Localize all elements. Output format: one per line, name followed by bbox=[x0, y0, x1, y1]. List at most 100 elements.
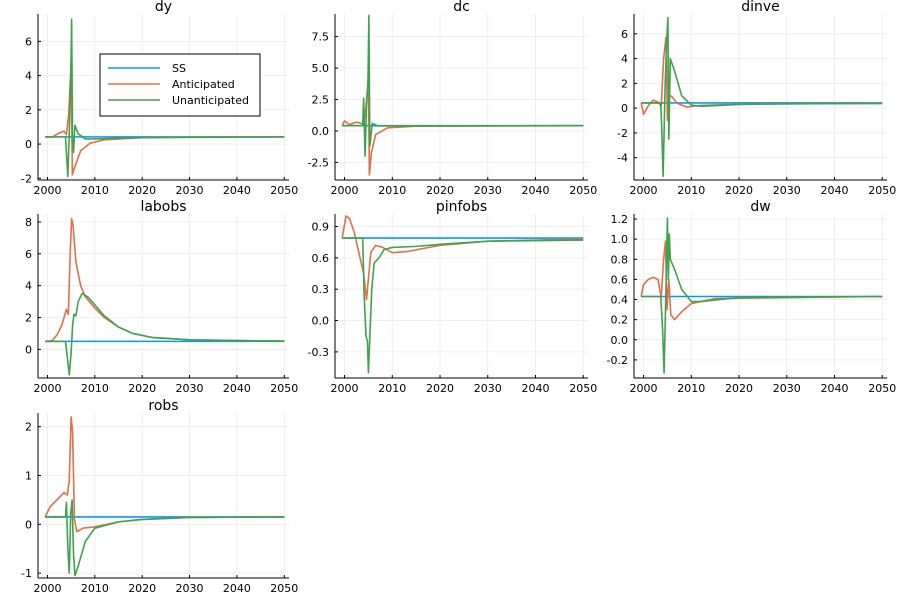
y-tick-label: 7.5 bbox=[312, 31, 330, 44]
x-tick-label: 2000 bbox=[33, 582, 61, 595]
x-tick-label: 2050 bbox=[569, 382, 597, 395]
y-tick-label: 0.0 bbox=[611, 334, 629, 347]
y-tick-label: 4 bbox=[621, 53, 628, 66]
y-tick-label: 4 bbox=[25, 70, 32, 83]
y-tick-label: 6 bbox=[621, 28, 628, 41]
y-tick-label: 1 bbox=[25, 469, 32, 482]
panel-dinve: 2000 2010 2020 2030 2040 2050 -4 -2 0 2 4 6 dinve bbox=[617, 0, 896, 197]
panel-title: labobs bbox=[140, 199, 186, 215]
y-tick-label: 0.2 bbox=[611, 314, 629, 327]
x-tick-label: 2000 bbox=[630, 382, 658, 395]
x-tick-label: 2030 bbox=[773, 184, 801, 197]
y-tick-label: 0 bbox=[25, 343, 32, 356]
y-tick-label: -4 bbox=[617, 152, 628, 165]
x-tick-label: 2030 bbox=[474, 184, 502, 197]
panel-title: robs bbox=[148, 398, 178, 414]
legend-label-unanticipated: Unanticipated bbox=[172, 94, 249, 107]
x-tick-label: 2030 bbox=[176, 184, 204, 197]
x-tick-label: 2010 bbox=[677, 184, 705, 197]
y-tick-label: 2 bbox=[25, 104, 32, 117]
y-tick-label: 0.6 bbox=[312, 252, 330, 265]
y-tick-label: 0.3 bbox=[312, 283, 330, 296]
y-tick-label: 0.9 bbox=[312, 221, 330, 234]
y-tick-label: 5.0 bbox=[312, 62, 330, 75]
x-tick-label: 2010 bbox=[81, 382, 109, 395]
legend-label-ss: SS bbox=[172, 62, 186, 75]
y-tick-label: 6 bbox=[25, 248, 32, 261]
x-tick-label: 2010 bbox=[81, 582, 109, 595]
y-tick-label: -0.3 bbox=[308, 346, 329, 359]
y-tick-label: 2 bbox=[621, 77, 628, 90]
x-tick-label: 2030 bbox=[176, 582, 204, 595]
panel-pinfobs: 2000 2010 2020 2030 2040 2050 -0.3 0.0 0.3 0.6 0.9… bbox=[308, 199, 598, 395]
panel-dy: 2000 2010 2020 2030 2040 2050 -2 0 2 4 6 dy bbox=[21, 0, 298, 197]
series-line-anticipated bbox=[341, 215, 584, 301]
x-tick-label: 2040 bbox=[820, 382, 848, 395]
x-tick-label: 2040 bbox=[223, 382, 251, 395]
series-line-unanticipated bbox=[342, 237, 584, 374]
panel-dw: 2000 2010 2020 2030 2040 2050 -0.2 0.0 0.2 0.4 0.6… bbox=[607, 199, 897, 395]
legend-label-anticipated: Anticipated bbox=[172, 78, 235, 91]
x-tick-label: 2010 bbox=[81, 184, 109, 197]
y-tick-label: 0.8 bbox=[611, 253, 629, 266]
y-tick-label: 1.2 bbox=[611, 213, 629, 226]
x-tick-label: 2020 bbox=[128, 184, 156, 197]
panel-robs: 2000 2010 2020 2030 2040 2050 -1 0 1 2 robs bbox=[21, 398, 298, 595]
x-tick-label: 2050 bbox=[270, 184, 298, 197]
y-tick-label: 0.0 bbox=[312, 315, 330, 328]
x-tick-label: 2040 bbox=[223, 184, 251, 197]
y-tick-label: 4 bbox=[25, 280, 32, 293]
series-line-unanticipated bbox=[641, 217, 883, 374]
x-tick-label: 2020 bbox=[426, 184, 454, 197]
panel-title: dy bbox=[155, 0, 172, 15]
y-tick-label: 0.0 bbox=[312, 125, 330, 138]
y-tick-label: 2 bbox=[25, 311, 32, 324]
series-line-unanticipated bbox=[45, 18, 285, 178]
y-tick-label: 6 bbox=[25, 35, 32, 48]
x-tick-label: 2050 bbox=[868, 184, 896, 197]
x-tick-label: 2040 bbox=[521, 184, 549, 197]
x-tick-label: 2050 bbox=[270, 582, 298, 595]
panel-title: dinve bbox=[741, 0, 780, 15]
x-tick-label: 2030 bbox=[773, 382, 801, 395]
x-tick-label: 2040 bbox=[521, 382, 549, 395]
y-tick-label: -1 bbox=[21, 567, 32, 580]
y-tick-label: -2 bbox=[617, 127, 628, 140]
x-tick-label: 2030 bbox=[474, 382, 502, 395]
series-line-anticipated bbox=[640, 240, 883, 321]
x-tick-label: 2010 bbox=[378, 184, 406, 197]
y-tick-label: 2.5 bbox=[312, 94, 330, 107]
y-tick-label: 0.6 bbox=[611, 273, 629, 286]
y-tick-label: 8 bbox=[25, 216, 32, 229]
x-tick-label: 2030 bbox=[176, 382, 204, 395]
x-tick-label: 2040 bbox=[223, 582, 251, 595]
x-tick-label: 2050 bbox=[270, 382, 298, 395]
series-line-anticipated bbox=[44, 416, 285, 533]
x-tick-label: 2000 bbox=[331, 382, 359, 395]
x-tick-label: 2010 bbox=[378, 382, 406, 395]
x-tick-label: 2000 bbox=[33, 382, 61, 395]
y-tick-label: 0 bbox=[25, 138, 32, 151]
x-tick-label: 2010 bbox=[677, 382, 705, 395]
panel-labobs: 2000 2010 2020 2030 2040 2050 0 2 4 6 8 labobs bbox=[25, 199, 298, 395]
series-line-unanticipated bbox=[342, 14, 584, 157]
y-tick-label: -0.2 bbox=[607, 354, 628, 367]
legend-box bbox=[99, 53, 261, 117]
panel-title: dw bbox=[750, 199, 770, 215]
x-tick-label: 2040 bbox=[820, 184, 848, 197]
series-line-unanticipated bbox=[641, 16, 883, 178]
x-tick-label: 2020 bbox=[128, 582, 156, 595]
legend: SS Anticipated Unanticipated bbox=[99, 53, 261, 117]
y-tick-label: -2 bbox=[21, 172, 32, 185]
panel-title: pinfobs bbox=[436, 199, 487, 215]
x-tick-label: 2020 bbox=[725, 184, 753, 197]
series-line-unanticipated bbox=[45, 499, 285, 577]
x-tick-label: 2020 bbox=[725, 382, 753, 395]
y-tick-label: 1.0 bbox=[611, 233, 629, 246]
x-tick-label: 2020 bbox=[128, 382, 156, 395]
y-tick-label: 0 bbox=[621, 102, 628, 115]
panel-title: dc bbox=[453, 0, 470, 15]
x-tick-label: 2000 bbox=[331, 184, 359, 197]
